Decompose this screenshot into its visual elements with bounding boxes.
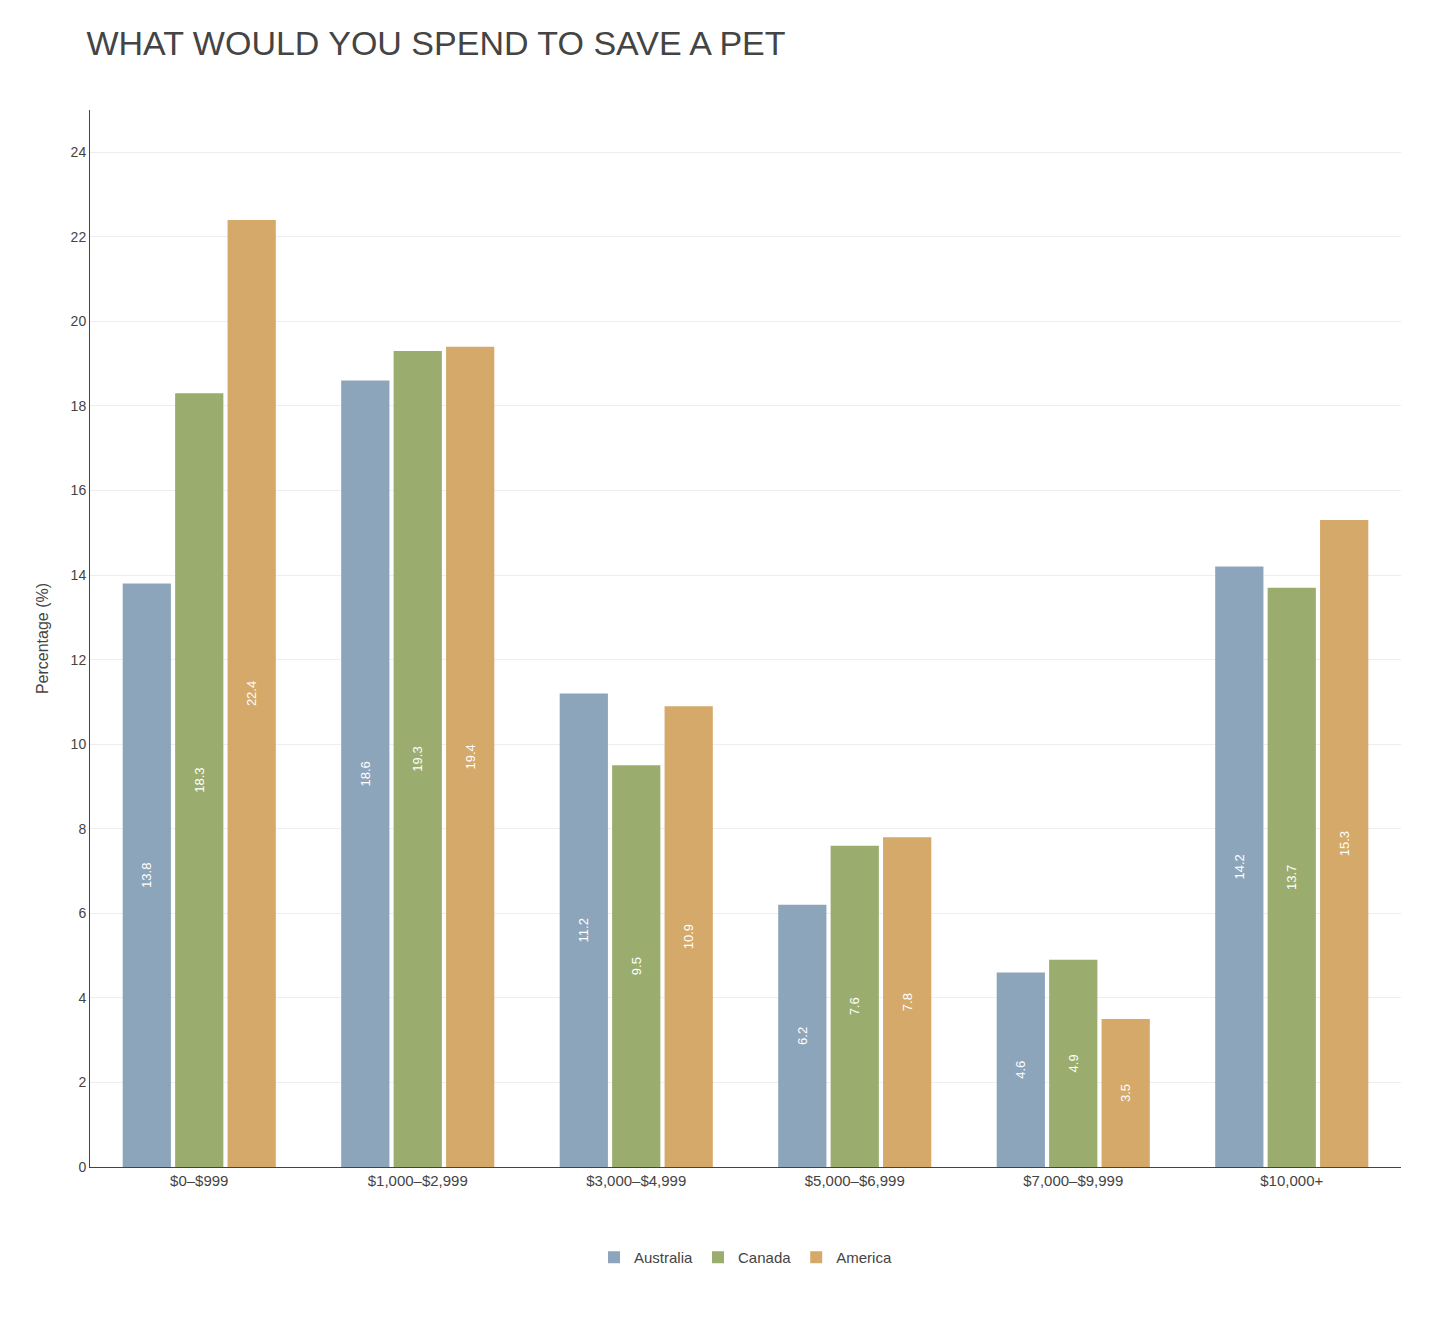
svg-text:24: 24 [71,144,87,160]
svg-text:$10,000+: $10,000+ [1260,1172,1323,1189]
svg-text:11.2: 11.2 [576,918,591,942]
svg-text:4.9: 4.9 [1066,1054,1081,1072]
svg-text:$0–$999: $0–$999 [170,1172,228,1189]
svg-text:6.2: 6.2 [795,1027,810,1045]
svg-text:$7,000–$9,999: $7,000–$9,999 [1023,1172,1123,1189]
svg-text:$3,000–$4,999: $3,000–$4,999 [586,1172,686,1189]
svg-text:18.6: 18.6 [358,761,373,786]
svg-text:22: 22 [71,229,87,245]
svg-text:10.9: 10.9 [681,924,696,949]
svg-text:7.6: 7.6 [847,997,862,1015]
svg-text:6: 6 [78,905,86,921]
svg-text:19.4: 19.4 [463,744,478,769]
svg-text:14.2: 14.2 [1232,854,1247,879]
svg-text:14: 14 [71,567,87,583]
svg-text:3.5: 3.5 [1118,1084,1133,1102]
svg-text:10: 10 [71,736,87,752]
svg-text:0: 0 [78,1159,86,1175]
svg-text:Canada: Canada [738,1249,791,1266]
svg-text:22.4: 22.4 [244,681,259,706]
svg-text:$5,000–$6,999: $5,000–$6,999 [805,1172,905,1189]
svg-text:WHAT WOULD YOU SPEND TO SAVE A: WHAT WOULD YOU SPEND TO SAVE A PET [86,24,785,62]
svg-text:18.3: 18.3 [192,767,207,792]
svg-text:4.6: 4.6 [1013,1061,1028,1079]
svg-text:$1,000–$2,999: $1,000–$2,999 [368,1172,468,1189]
svg-text:20: 20 [71,313,87,329]
svg-text:8: 8 [78,821,86,837]
svg-text:Australia: Australia [634,1249,693,1266]
svg-text:15.3: 15.3 [1337,831,1352,856]
svg-text:18: 18 [71,398,87,414]
svg-text:America: America [836,1249,892,1266]
svg-text:9.5: 9.5 [629,957,644,975]
svg-text:2: 2 [78,1074,86,1090]
svg-text:16: 16 [71,482,87,498]
svg-text:19.3: 19.3 [410,746,425,771]
svg-text:13.7: 13.7 [1284,865,1299,890]
svg-text:12: 12 [71,652,87,668]
svg-text:4: 4 [78,990,86,1006]
svg-text:13.8: 13.8 [139,863,154,888]
svg-text:Percentage (%): Percentage (%) [34,583,51,694]
svg-text:7.8: 7.8 [900,993,915,1011]
